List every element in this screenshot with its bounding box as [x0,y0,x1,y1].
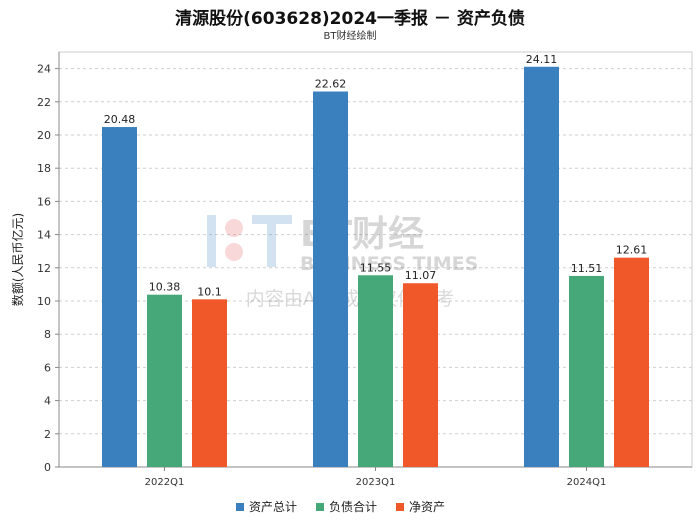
y-tick-label: 2 [44,428,51,441]
bar [524,66,559,468]
legend-label: 资产总计 [249,500,297,514]
bar [569,275,604,467]
data-label: 12.61 [616,244,648,257]
data-label: 20.48 [104,113,136,126]
bar [614,257,649,467]
y-tick-label: 20 [37,129,51,142]
y-axis-label: 数额(人民币亿元) [10,213,25,306]
chart-title: 清源股份(603628)2024一季报 － 资产负债 [175,9,525,29]
bar [192,299,227,467]
data-label: 22.62 [315,78,347,91]
data-label: 11.51 [571,262,603,275]
legend-swatch [316,503,324,511]
watermark-logo-bar [267,224,276,267]
legend-label: 负债合计 [329,499,377,514]
watermark-logo-bar [252,215,292,224]
x-tick-label: 2024Q1 [567,477,607,488]
data-label: 24.11 [526,53,558,66]
y-tick-label: 10 [37,295,51,308]
data-label: 11.07 [405,269,437,282]
y-tick-label: 14 [37,229,51,242]
legend-swatch [236,503,244,511]
y-tick-label: 4 [44,395,51,408]
y-tick-label: 22 [37,96,51,109]
y-tick-label: 8 [44,328,51,341]
watermark-logo-dot [225,243,243,261]
chart-subtitle: BT财经绘制 [323,31,377,42]
bar [147,294,182,467]
data-label: 10.1 [197,285,222,298]
y-tick-label: 12 [37,262,51,275]
y-tick-label: 16 [37,195,51,208]
bar [403,283,438,467]
bar [102,127,137,468]
x-tick-label: 2022Q1 [145,477,185,488]
watermark-logo-bar [207,215,216,267]
watermark-note: 内容由AI生成，仅供参考 [246,288,455,310]
data-label: 11.55 [360,261,392,274]
legend-swatch [396,503,404,511]
bar [313,91,348,468]
legend-label: 净资产 [409,500,445,514]
bar [358,275,393,467]
y-tick-label: 0 [44,461,51,474]
y-tick-label: 6 [44,361,51,374]
watermark-logo-dot [225,219,243,237]
data-label: 10.38 [149,281,181,294]
y-tick-label: 24 [37,63,51,76]
x-tick-label: 2023Q1 [356,477,396,488]
y-tick-label: 18 [37,162,51,175]
